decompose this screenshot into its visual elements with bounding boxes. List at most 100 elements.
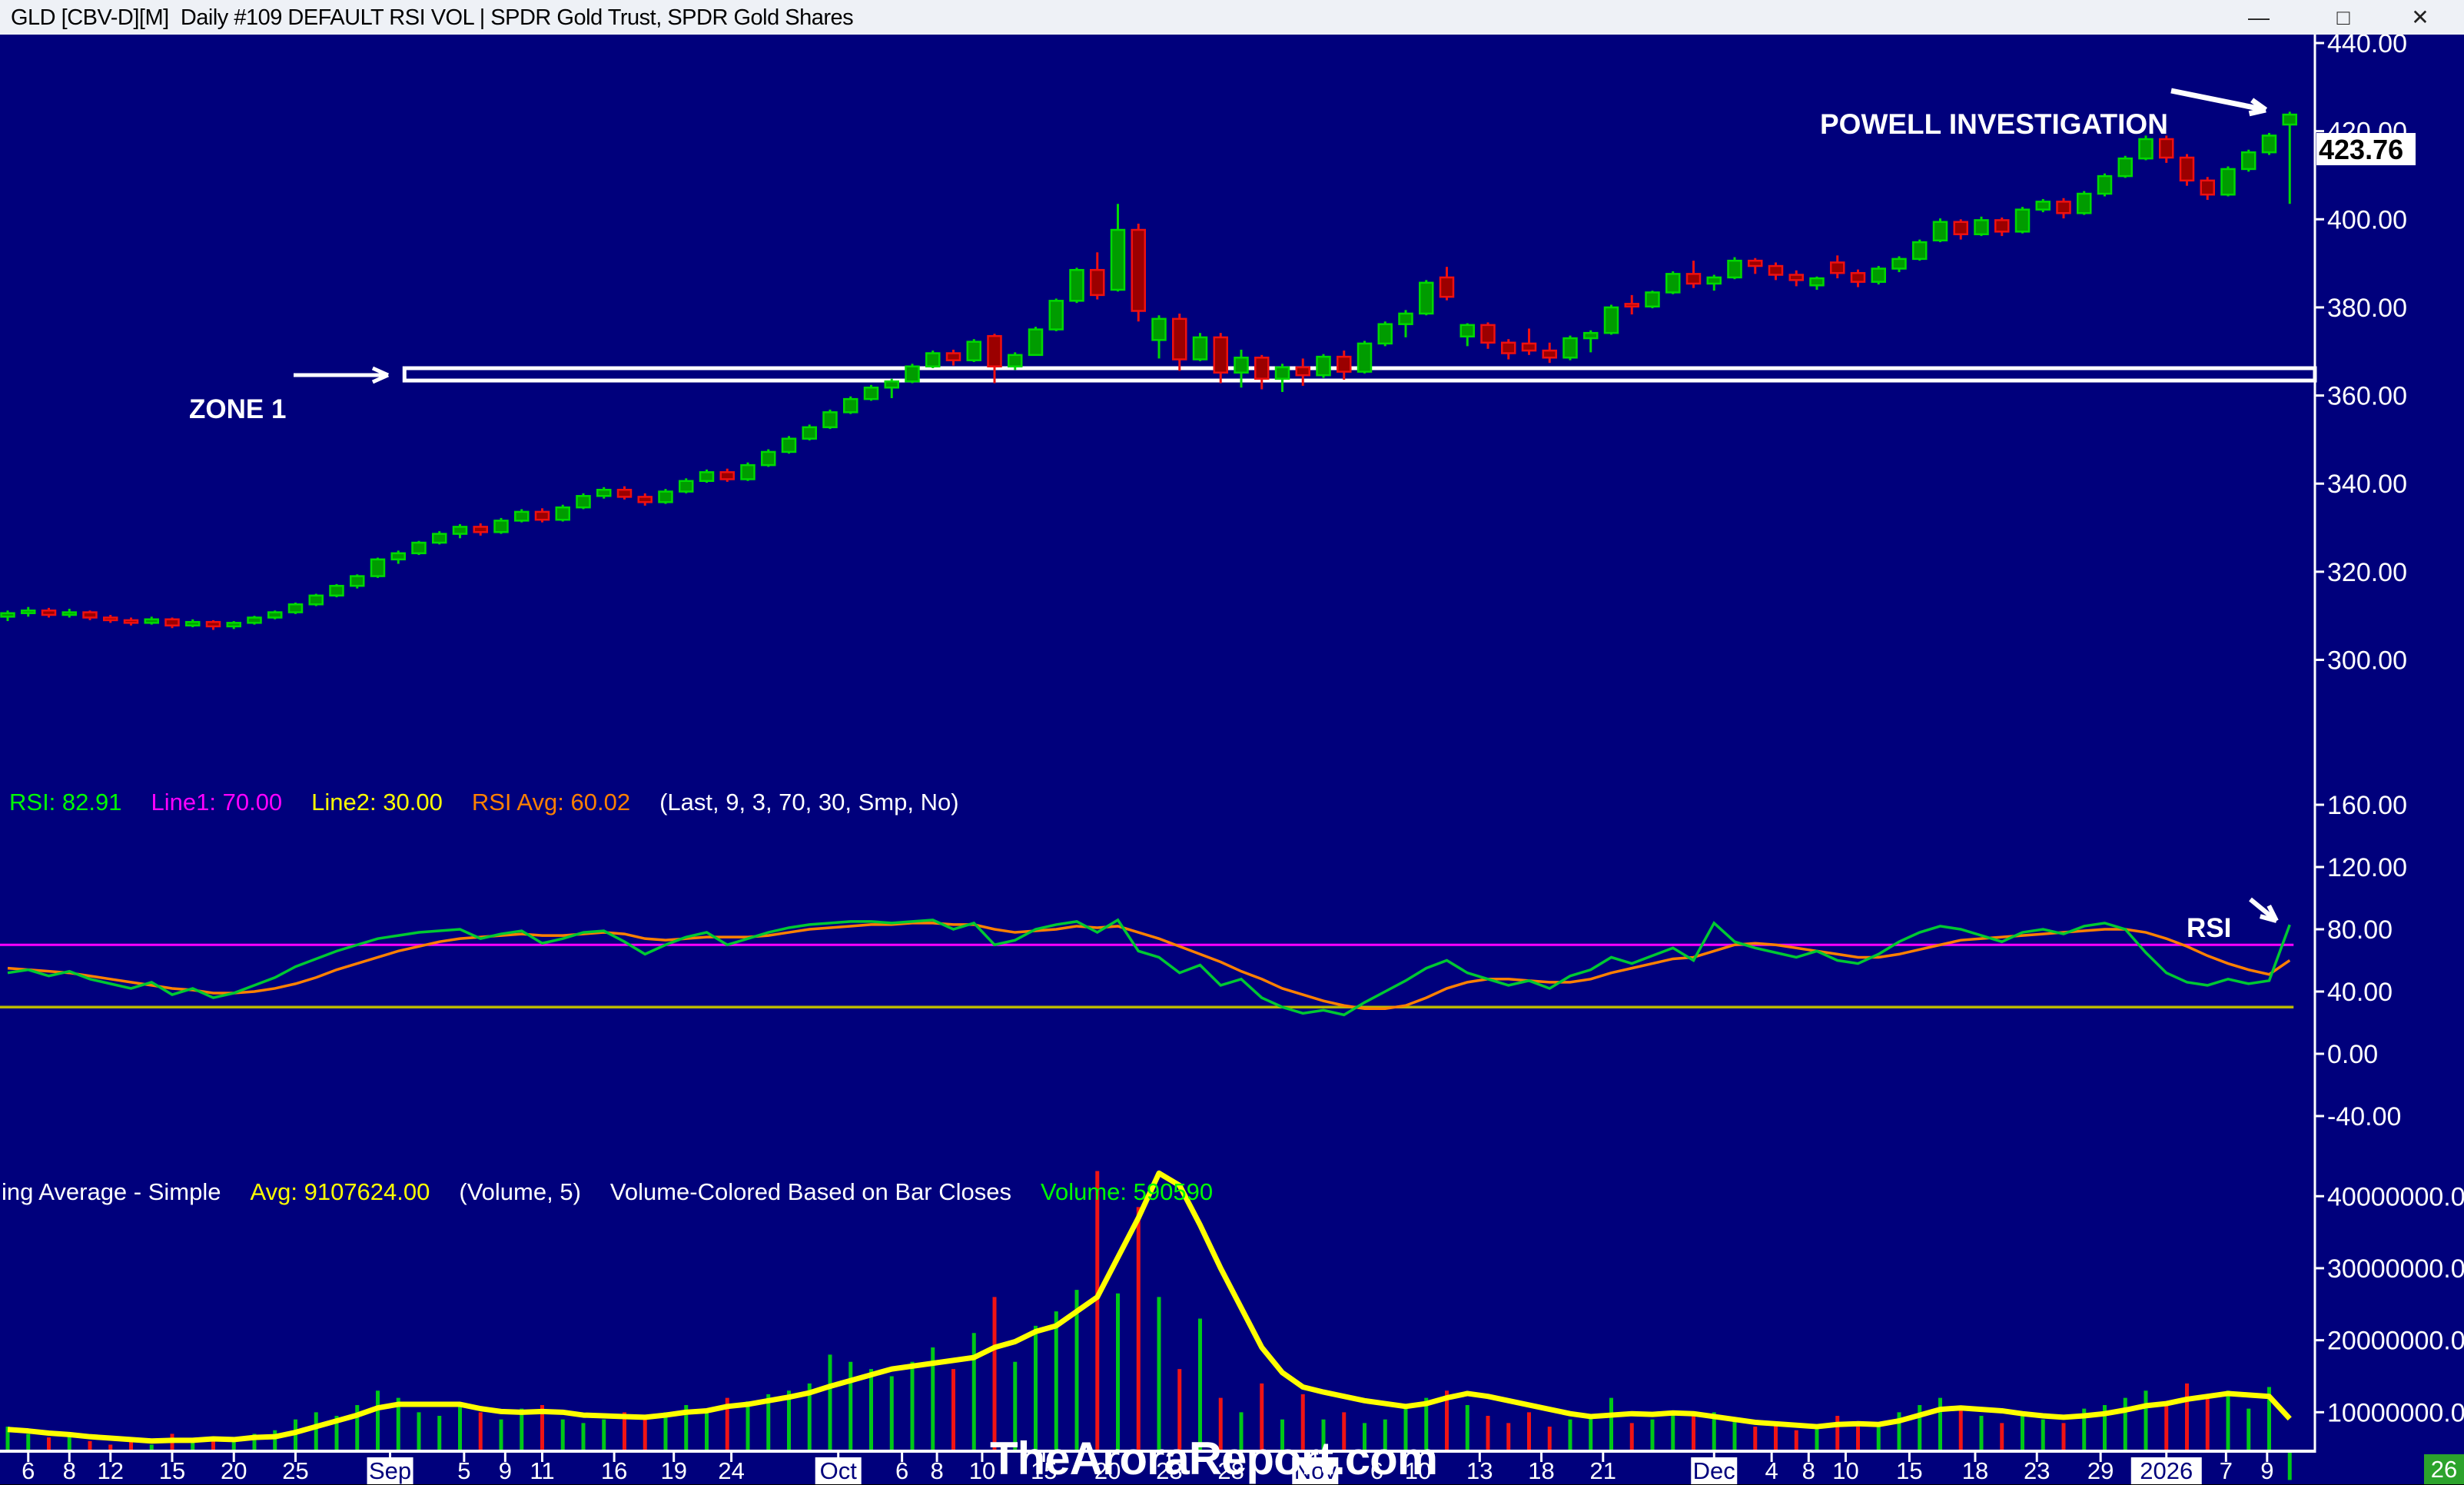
rsi-axis-label: 0.00	[2327, 1040, 2378, 1069]
candle-body	[390, 552, 406, 561]
rsi-axis-label: -40.00	[2327, 1102, 2401, 1131]
date-label: 8	[1802, 1457, 1815, 1484]
candle-body	[205, 620, 221, 628]
candle-body	[1727, 259, 1742, 279]
date-label: 10	[1405, 1457, 1431, 1484]
candle-body	[432, 533, 447, 544]
date-label: 25	[282, 1457, 308, 1484]
candle-body	[1994, 219, 2010, 233]
rsi-avg: RSI Avg: 60.02	[471, 789, 631, 816]
candle-body	[1974, 219, 1989, 236]
close-button[interactable]: ✕	[2411, 5, 2429, 29]
volume-avg: Avg: 9107624.00	[250, 1178, 430, 1205]
candle-body	[41, 610, 57, 616]
candle-body	[1028, 328, 1044, 357]
volume-axis-label: 20000000.00	[2327, 1327, 2464, 1356]
price-axis-label: 320.00	[2327, 558, 2407, 587]
candle-body	[1788, 274, 1804, 281]
candle-body	[123, 619, 139, 624]
candle-body	[1459, 324, 1475, 338]
candle-body	[1521, 342, 1537, 352]
candle-body	[329, 584, 344, 597]
chart-area: 440.00 420.00 400.00 380.00 360.00 340.00 320.…	[0, 35, 2464, 1484]
candle-body	[1932, 221, 1948, 242]
date-label: 12	[98, 1457, 124, 1484]
date-label: 20	[1094, 1457, 1121, 1484]
date-label: 6	[895, 1457, 908, 1484]
candle-body	[1501, 341, 1516, 354]
candle-body	[82, 611, 98, 619]
month-label-box	[1691, 1457, 1738, 1484]
candle-body	[596, 488, 612, 497]
candle-body	[1685, 273, 1702, 285]
candle-body	[1337, 355, 1352, 373]
candle-body	[514, 510, 530, 522]
candle-body	[1603, 306, 1619, 334]
rsi-panel-label: RSI	[2187, 913, 2232, 943]
candle-body	[2097, 174, 2113, 195]
candle-body	[1871, 267, 1886, 283]
candle-body	[2117, 157, 2133, 178]
date-label: 28	[1217, 1457, 1244, 1484]
candle-body	[1048, 300, 1064, 331]
candle-body	[761, 450, 776, 467]
date-label: 9	[2260, 1457, 2273, 1484]
rsi-line	[7, 918, 2291, 1017]
zone1-arrow-icon	[371, 373, 390, 384]
candle-body	[1706, 276, 1722, 285]
date-label: 5	[457, 1457, 470, 1484]
date-label: 20	[221, 1457, 247, 1484]
current-bar-badge: 26	[2431, 1456, 2457, 1483]
candle-body	[1850, 271, 1866, 283]
price-axis-label: 400.00	[2327, 205, 2407, 234]
candle-body	[370, 558, 386, 577]
date-label: Nov	[1294, 1457, 1337, 1484]
volume-status-line: ing Average - Simple Avg: 9107624.00 (Vo…	[2, 1178, 1242, 1206]
candle-body	[287, 603, 304, 613]
candle-body	[534, 510, 550, 521]
candle-body	[61, 611, 77, 616]
candle-body	[350, 575, 365, 587]
month-label-box	[1292, 1457, 1339, 1484]
candle-body	[21, 610, 36, 614]
candle-body	[1213, 336, 1228, 374]
candle-body	[987, 334, 1002, 367]
title-bar[interactable]: GLD [CBV-D][M] Daily #109 DEFAULT RSI VO…	[0, 0, 2464, 35]
candle-body	[226, 622, 241, 628]
date-label: 15	[159, 1457, 185, 1484]
price-axis-label: 380.00	[2327, 294, 2407, 323]
candle-body	[2035, 201, 2051, 211]
candle-body	[1912, 241, 1928, 261]
candle-body	[247, 616, 262, 624]
watermark: TheAroraReport.com	[990, 1433, 1438, 1484]
window-title: GLD [CBV-D][M] Daily #109 DEFAULT RSI VO…	[11, 5, 854, 30]
rsi-status-line: RSI: 82.91 Line1: 70.00 Line2: 30.00 RSI…	[9, 789, 988, 816]
chart-plot-area[interactable]: 440.00420.00400.00380.00360.00340.00320.…	[0, 35, 2464, 1484]
powell-arrow-icon	[2170, 88, 2266, 113]
date-label: 10	[1832, 1457, 1858, 1484]
last-price-marker: 423.76	[2316, 133, 2416, 165]
candle-body	[1480, 324, 1496, 344]
candle-body	[966, 341, 981, 361]
month-label-box	[367, 1457, 413, 1484]
candle-body	[2282, 113, 2297, 126]
candle-body	[1891, 257, 1907, 270]
date-label: 23	[1156, 1457, 1182, 1484]
date-label: 8	[63, 1457, 76, 1484]
rsi-params: (Last, 9, 3, 70, 30, Smp, No)	[659, 789, 959, 816]
date-label: Sep	[369, 1457, 411, 1484]
date-label: 8	[930, 1457, 943, 1484]
candle-body	[637, 496, 653, 503]
candle-body	[925, 352, 941, 367]
candle-body	[2159, 138, 2174, 159]
maximize-button[interactable]: □	[2336, 5, 2350, 29]
date-label: 24	[718, 1457, 744, 1484]
candle-body	[679, 480, 694, 493]
candle-body	[1110, 228, 1126, 291]
candle-body	[781, 437, 797, 453]
rsi-line2: Line2: 30.00	[311, 789, 443, 816]
candle-body	[1274, 366, 1290, 380]
volume-ma-label: ing Average - Simple	[2, 1178, 221, 1205]
minimize-button[interactable]: —	[2248, 5, 2270, 29]
